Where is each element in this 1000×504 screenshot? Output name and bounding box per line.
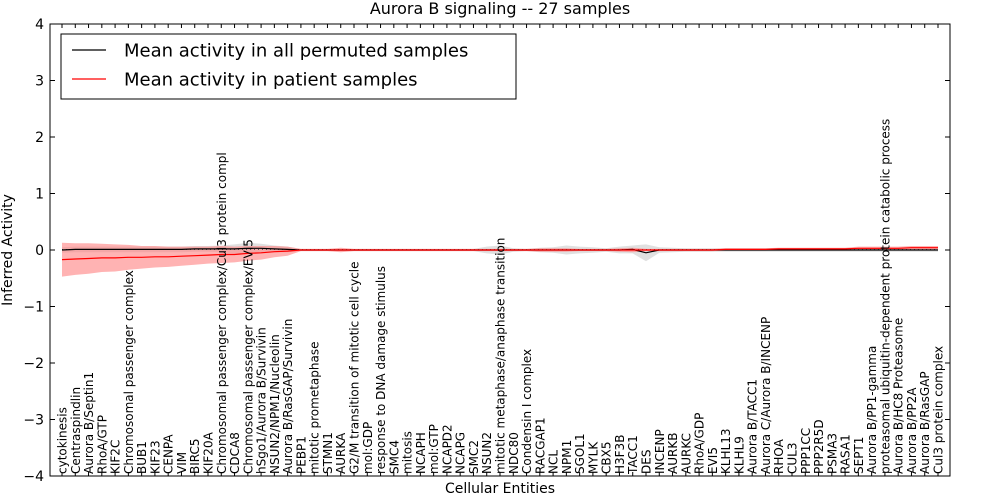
x-tick-label: KLHL13 [719, 428, 733, 474]
x-tick-label: SGOL1 [573, 433, 587, 474]
chart-title: Aurora B signaling -- 27 samples [370, 0, 630, 18]
x-tick-label: Aurora B/Septin1 [82, 372, 96, 474]
x-tick-label: NDC80 [507, 432, 521, 474]
y-tick-label: 1 [35, 187, 44, 203]
x-tick-label: Chromosomal passenger complex/EVI5 [241, 239, 255, 474]
x-tick-label: RACGAP1 [533, 417, 547, 474]
x-tick-label: RhoA/GDP [693, 413, 707, 474]
x-tick-label: CBX5 [600, 442, 614, 474]
x-axis: cytokinesis Centraspindlin Aurora B/Septin… [56, 24, 946, 476]
x-tick-label: VIM [175, 452, 189, 474]
x-tick-label: Aurora B/HC8 Proteasome [892, 318, 906, 474]
x-tick-label: SMC4 [387, 440, 401, 474]
series-line-1 [61, 247, 938, 261]
y-tick-label: 2 [35, 130, 44, 146]
x-tick-label: Centraspindlin [69, 387, 83, 474]
y-tick-label: 4 [35, 17, 44, 33]
x-tick-label: SEPT1 [852, 437, 866, 474]
x-tick-label: BIRC5 [188, 438, 202, 474]
x-tick-label: PSMA3 [825, 433, 839, 474]
x-tick-label: PPP2R5D [812, 419, 826, 474]
x-tick-label: INCENP [653, 429, 667, 474]
series-lines [61, 247, 938, 261]
y-tick-label: 3 [35, 74, 44, 90]
legend-label-permuted: Mean activity in all permuted samples [124, 41, 468, 62]
x-tick-label: PEBP1 [294, 436, 308, 474]
x-tick-label: response to DNA damage stimulus [374, 266, 388, 474]
x-tick-label: STMN1 [321, 432, 335, 474]
x-tick-label: EVI5 [706, 447, 720, 474]
y-axis: 4 3 2 1 0 −1 −2 −3 −4 [23, 17, 950, 485]
x-tick-label: CUL3 [786, 443, 800, 474]
x-tick-label: mitotic metaphase/anaphase transition [494, 238, 508, 474]
x-tick-label: BUB1 [135, 441, 149, 474]
x-tick-label: Aurora C/Aurora B/INCENP [759, 317, 773, 474]
x-tick-label: KIF2C [109, 440, 123, 474]
x-tick-label: G2/M transition of mitotic cell cycle [348, 261, 362, 474]
x-tick-label: Aurora B/PP2A [905, 387, 919, 474]
x-tick-label: DES [640, 450, 654, 474]
x-tick-label: H3F3B [613, 435, 627, 474]
legend: Mean activity in all permuted samples Me… [60, 33, 517, 100]
x-tick-label: MYLK [586, 441, 600, 474]
x-tick-label: TACC1 [626, 435, 640, 475]
x-tick-label: mol:GTP [427, 424, 441, 474]
x-tick-label: Aurora B/RasGAP [918, 371, 932, 474]
x-tick-label: KLHL9 [732, 436, 746, 474]
x-tick-label: NSUN2/NPM1/Nucleolin [268, 334, 282, 474]
x-tick-label: RhoA/GTP [95, 415, 109, 474]
x-tick-label: Condensin I complex [520, 349, 534, 474]
y-tick-label: −3 [23, 413, 44, 429]
x-tick-label: cytokinesis [56, 407, 70, 474]
x-tick-label: NCAPD2 [440, 424, 454, 474]
y-tick-label: −1 [23, 300, 44, 316]
x-tick-label: NCAPH [414, 432, 428, 474]
x-tick-label: KIF23 [148, 440, 162, 474]
x-tick-label: NCAPG [454, 432, 468, 474]
x-tick-label: CDCA8 [228, 432, 242, 474]
x-tick-label: Aurora B/PP1-gamma [865, 346, 879, 474]
x-tick-label: NPM1 [560, 440, 574, 474]
x-tick-label: Chromosomal passenger complex/Cul3 prote… [215, 152, 229, 474]
x-tick-label: NSUN2 [480, 432, 494, 474]
x-tick-label: CENPA [162, 434, 176, 474]
x-tick-label: SMC2 [467, 440, 481, 474]
x-tick-label: RHOA [772, 438, 786, 474]
y-tick-label: −4 [23, 469, 44, 485]
x-tick-label: AURKB [666, 433, 680, 474]
x-tick-label: Cul3 protein complex [932, 346, 946, 474]
x-tick-label: mitosis [401, 431, 415, 474]
x-tick-label: Aurora B/RasGAP/Survivin [281, 319, 295, 474]
legend-box [60, 33, 517, 100]
y-tick-label: −2 [23, 356, 44, 372]
x-tick-label: hSgo1/Aurora B/Survivin [255, 327, 269, 474]
x-tick-label: Chromosomal passenger complex [122, 270, 136, 474]
y-axis-label: Inferred Activity [0, 194, 16, 306]
x-tick-label: KIF20A [202, 431, 216, 474]
x-tick-label: Aurora B/TACC1 [746, 379, 760, 474]
y-tick-label: 0 [35, 243, 44, 259]
x-tick-label: AURKC [679, 433, 693, 474]
x-tick-label: mol:GDP [361, 422, 375, 474]
x-tick-label: proteasomal ubiquitin-dependent protein … [878, 119, 892, 474]
x-tick-label: NCL [547, 450, 561, 474]
x-tick-label: AURKA [334, 432, 348, 474]
x-tick-label: PPP1CC [799, 428, 813, 474]
x-axis-label: Cellular Entities [445, 481, 555, 497]
x-tick-label: mitotic prometaphase [308, 342, 322, 475]
x-tick-label: RASA1 [839, 434, 853, 474]
legend-label-patient: Mean activity in patient samples [124, 70, 418, 91]
